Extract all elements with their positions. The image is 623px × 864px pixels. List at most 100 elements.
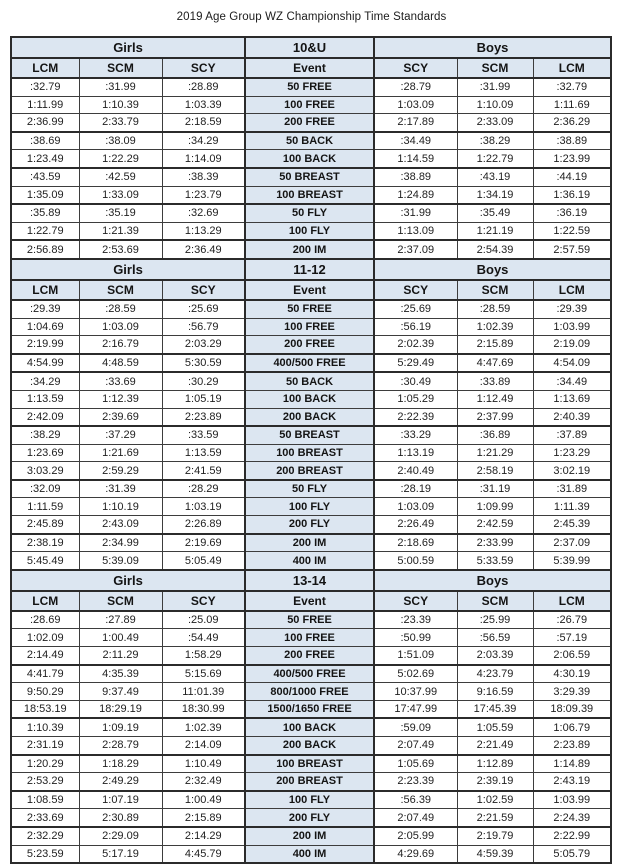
event-cell: 100 FREE: [244, 317, 376, 337]
girls-time-cell: 18:30.99: [161, 699, 246, 720]
boys-time-cell: 1:12.89: [456, 754, 534, 774]
event-cell: 200 IM: [244, 826, 376, 846]
age-group-cell: 13-14: [244, 568, 376, 592]
boys-time-cell: 4:59.39: [456, 844, 534, 864]
girls-course-header-cell: SCM: [78, 590, 163, 612]
girls-time-cell: 4:48.59: [78, 353, 163, 374]
girls-time-cell: 1:23.69: [10, 443, 80, 463]
boys-course-header-cell: SCY: [373, 279, 458, 301]
girls-time-cell: 2:11.29: [78, 646, 163, 666]
girls-time-cell: :38.69: [10, 131, 80, 151]
boys-time-cell: 1:05.69: [373, 754, 458, 774]
boys-time-cell: 1:05.59: [456, 717, 534, 738]
boys-header-cell: Boys: [373, 257, 612, 281]
document-page: 2019 Age Group WZ Championship Time Stan…: [10, 11, 613, 864]
girls-time-cell: 1:10.49: [161, 754, 246, 774]
event-column-header-cell: Event: [244, 57, 376, 79]
boys-time-cell: 1:03.99: [532, 317, 612, 337]
boys-time-cell: 1:12.49: [456, 389, 534, 409]
time-standard-row: 1:23.49 1:22.29 1:14.09 100 BACK 1:14.59 1:22…: [10, 149, 612, 169]
event-cell: 200 FLY: [244, 808, 376, 828]
girls-time-cell: 1:21.39: [78, 221, 163, 242]
girls-header-cell: Girls: [10, 36, 246, 59]
boys-time-cell: :31.89: [532, 479, 612, 499]
time-standard-row: 5:23.59 5:17.19 4:45.79 400 IM 4:29.69 4:59.3…: [10, 844, 612, 864]
boys-time-cell: 2:42.59: [456, 515, 534, 535]
time-standard-row: 4:41.79 4:35.39 5:15.69 400/500 FREE 5:02.69…: [10, 664, 612, 684]
event-cell: 100 BACK: [244, 717, 376, 738]
boys-time-cell: 1:05.29: [373, 389, 458, 409]
girls-time-cell: 1:23.79: [161, 185, 246, 206]
girls-time-cell: 2:53.29: [10, 772, 80, 792]
boys-time-cell: :35.49: [456, 203, 534, 223]
girls-time-cell: 2:56.89: [10, 239, 80, 260]
girls-time-cell: 2:32.29: [10, 826, 80, 846]
boys-time-cell: 2:17.89: [373, 113, 458, 133]
boys-time-cell: 2:37.09: [373, 239, 458, 260]
time-standard-row: 2:31.19 2:28.79 2:14.09 200 BACK 2:07.49 2:21…: [10, 735, 612, 756]
time-standard-row: 4:54.99 4:48.59 5:30.59 400/500 FREE 5:29.49…: [10, 353, 612, 374]
boys-time-cell: 1:13.19: [373, 443, 458, 463]
girls-time-cell: :32.09: [10, 479, 80, 499]
time-standard-row: 2:33.69 2:30.89 2:15.89 200 FLY 2:07.49 2:21.…: [10, 808, 612, 828]
girls-header-cell: Girls: [10, 568, 246, 592]
boys-time-cell: :32.79: [532, 77, 612, 97]
girls-time-cell: 2:30.89: [78, 808, 163, 828]
girls-time-cell: 1:14.09: [161, 149, 246, 169]
event-cell: 200 BACK: [244, 735, 376, 756]
event-cell: 100 FLY: [244, 221, 376, 242]
time-standard-row: 18:53.19 18:29.19 18:30.99 1500/1650 FREE 17…: [10, 699, 612, 720]
time-standard-row: 2:56.89 2:53.69 2:36.49 200 IM 2:37.09 2:54.3…: [10, 239, 612, 260]
boys-time-cell: 1:03.99: [532, 790, 612, 810]
event-cell: 200 BREAST: [244, 461, 376, 481]
event-cell: 100 BREAST: [244, 443, 376, 463]
boys-time-cell: 1:36.19: [532, 185, 612, 206]
girls-course-header-cell: LCM: [10, 279, 80, 301]
girls-time-cell: 4:41.79: [10, 664, 80, 684]
event-cell: 400/500 FREE: [244, 664, 376, 684]
girls-time-cell: 1:13.29: [161, 221, 246, 242]
event-cell: 50 BREAST: [244, 425, 376, 445]
time-standard-row: 1:20.29 1:18.29 1:10.49 100 BREAST 1:05.69 1:…: [10, 754, 612, 774]
girls-time-cell: 2:39.69: [78, 407, 163, 428]
girls-time-cell: 1:18.29: [78, 754, 163, 774]
girls-time-cell: 5:05.49: [161, 551, 246, 571]
boys-course-header-cell: SCM: [456, 590, 534, 612]
girls-time-cell: 2:59.29: [78, 461, 163, 481]
boys-time-cell: :34.49: [532, 371, 612, 391]
event-cell: 50 FREE: [244, 610, 376, 630]
boys-time-cell: 5:39.99: [532, 551, 612, 571]
boys-time-cell: 10:37.99: [373, 682, 458, 701]
section-header-row: Girls 13-14 Boys: [10, 568, 612, 592]
girls-time-cell: :54.49: [161, 628, 246, 648]
time-standard-row: 1:23.69 1:21.69 1:13.59 100 BREAST 1:13.19 1:…: [10, 443, 612, 463]
girls-header-cell: Girls: [10, 257, 246, 281]
girls-time-cell: :33.59: [161, 425, 246, 445]
boys-time-cell: 2:36.29: [532, 113, 612, 133]
event-column-header-cell: Event: [244, 279, 376, 301]
girls-time-cell: 1:03.09: [78, 317, 163, 337]
time-standard-row: 2:32.29 2:29.09 2:14.29 200 IM 2:05.99 2:19.7…: [10, 826, 612, 846]
boys-time-cell: 18:09.39: [532, 699, 612, 720]
boys-time-cell: 1:34.19: [456, 185, 534, 206]
time-standard-row: :29.39:28.59:25.69 50 FREE:25.69:28.59:29…: [10, 299, 612, 319]
girls-time-cell: 2:32.49: [161, 772, 246, 792]
boys-time-cell: 2:02.39: [373, 335, 458, 355]
boys-time-cell: 5:33.59: [456, 551, 534, 571]
time-standard-row: 1:04.69 1:03.09:56.79 100 FREE:56.19 1:02.3…: [10, 317, 612, 337]
girls-time-cell: :31.39: [78, 479, 163, 499]
girls-time-cell: 5:17.19: [78, 844, 163, 864]
girls-time-cell: 1:20.29: [10, 754, 80, 774]
time-standard-row: 1:11.59 1:10.19 1:03.19 100 FLY 1:03.09 1:09.…: [10, 497, 612, 517]
girls-time-cell: :38.39: [161, 167, 246, 187]
column-header-row: LCM SCM SCY Event SCY SCM LCM: [10, 279, 612, 301]
girls-course-header-cell: SCY: [161, 590, 246, 612]
boys-time-cell: 1:06.79: [532, 717, 612, 738]
boys-time-cell: :33.89: [456, 371, 534, 391]
girls-time-cell: :29.39: [10, 299, 80, 319]
girls-time-cell: :28.89: [161, 77, 246, 97]
girls-time-cell: :42.59: [78, 167, 163, 187]
time-standard-row: :32.79:31.99:28.89 50 FREE:28.79:31.99:32…: [10, 77, 612, 97]
boys-time-cell: 5:05.79: [532, 844, 612, 864]
girls-time-cell: 5:30.59: [161, 353, 246, 374]
